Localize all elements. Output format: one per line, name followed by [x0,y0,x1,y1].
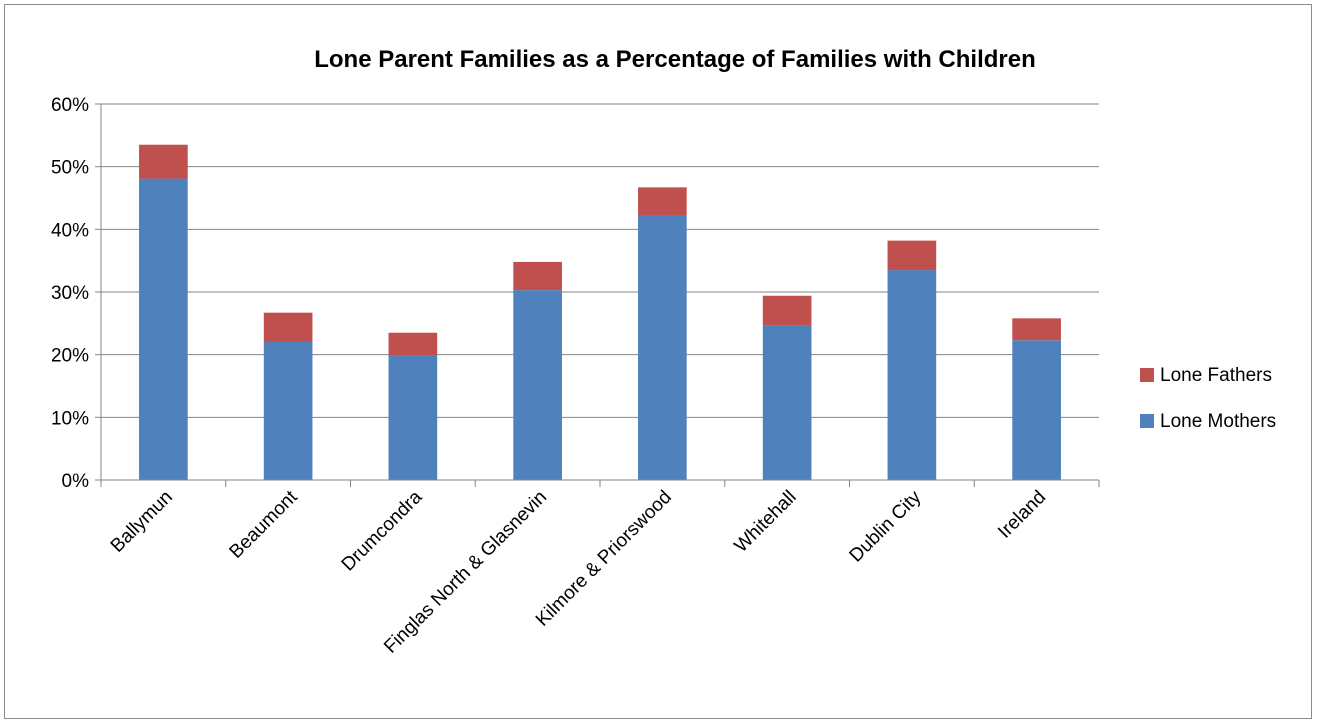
y-tick-label: 10% [51,408,89,429]
bar-lone-fathers-0 [139,145,188,179]
bar-lone-fathers-4 [638,187,687,215]
bar-lone-mothers-4 [638,216,687,480]
y-tick-label: 20% [51,346,89,367]
x-tick-label: Ballymun [107,487,177,557]
bar-lone-mothers-6 [888,270,937,480]
legend-label-lone-fathers: Lone Fathers [1160,365,1272,386]
bar-lone-fathers-2 [389,333,438,356]
bar-lone-mothers-2 [389,356,438,480]
gridlines [101,104,1099,417]
bar-lone-fathers-6 [888,241,937,270]
legend-swatch-lone-fathers [1140,368,1154,382]
x-tick-label: Dublin City [846,486,926,566]
x-tick-label: Whitehall [731,487,801,557]
legend-label-lone-mothers: Lone Mothers [1160,411,1276,432]
y-tick-label: 60% [51,95,89,116]
y-tick-label: 40% [51,220,89,241]
bar-lone-mothers-3 [513,290,562,480]
y-tick-label: 0% [62,471,90,492]
x-tick-label: Beaumont [226,486,303,563]
bars [139,145,1061,480]
legend-swatch-lone-mothers [1140,414,1154,428]
legend: Lone Fathers Lone Mothers [1140,365,1276,432]
bar-lone-fathers-5 [763,296,812,326]
bar-lone-mothers-7 [1012,340,1061,480]
x-tick-label: Kilmore & Priorswood [532,487,676,631]
x-tick-label: Ireland [994,487,1050,543]
stacked-bar-chart: Lone Parent Families as a Percentage of … [5,5,1313,720]
chart-title: Lone Parent Families as a Percentage of … [314,46,1036,73]
y-tick-label: 50% [51,158,89,179]
bar-lone-mothers-1 [264,342,313,480]
bar-lone-mothers-5 [763,326,812,480]
bar-lone-fathers-3 [513,262,562,290]
bar-lone-fathers-7 [1012,318,1061,340]
bar-lone-fathers-1 [264,313,313,342]
axes: 0% 10% 20% 30% 40% 50% 60% Ballymun Beaumont Drum… [51,95,1099,658]
y-tick-label: 30% [51,283,89,304]
x-tick-label: Drumcondra [338,486,427,575]
bar-lone-mothers-0 [139,179,188,480]
chart-frame: Lone Parent Families as a Percentage of … [4,4,1312,719]
